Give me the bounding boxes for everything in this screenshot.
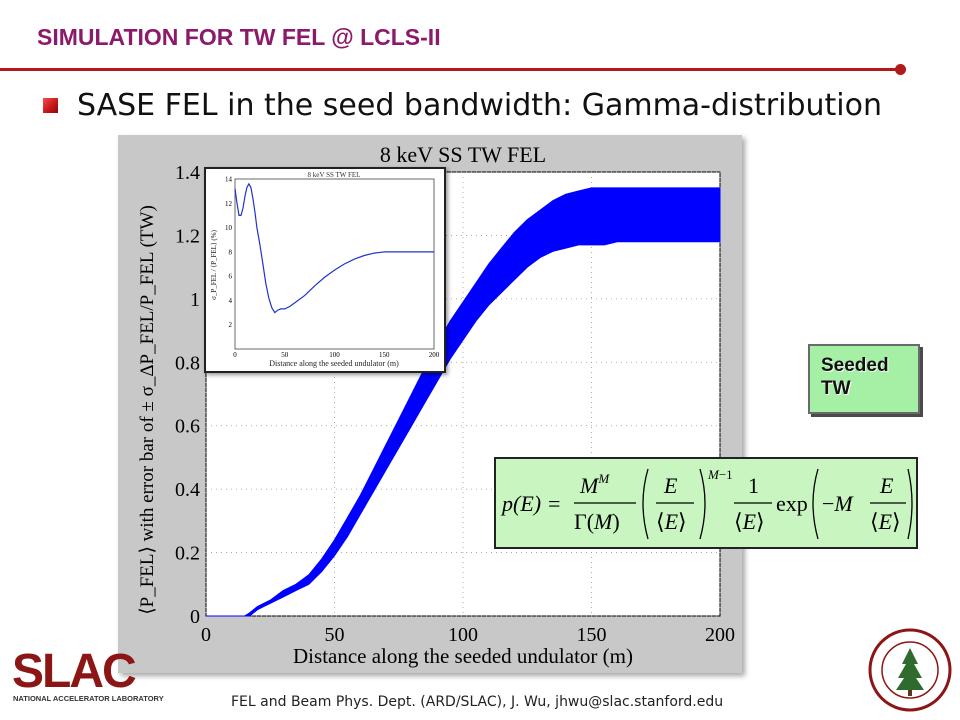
inset-x-tick-label: 200 bbox=[429, 351, 440, 359]
inset-y-tick-label: 6 bbox=[229, 273, 233, 281]
bullet-text: SASE FEL in the seed bandwidth: Gamma-di… bbox=[77, 88, 882, 123]
x-tick-label: 0 bbox=[201, 624, 211, 646]
inset-y-tick-label: 14 bbox=[225, 176, 233, 184]
svg-text:MM: MM bbox=[579, 471, 610, 498]
svg-text:−M: −M bbox=[822, 491, 854, 516]
x-tick-label: 50 bbox=[325, 624, 345, 646]
inset-x-tick-label: 50 bbox=[281, 351, 289, 359]
gamma-distribution-formula: p(E) = MM Γ(M) E ⟨E⟩ M−1 1 ⟨E⟩ exp −M E … bbox=[494, 457, 918, 549]
inset-y-tick-label: 2 bbox=[229, 321, 233, 329]
seal-tree-icon bbox=[896, 648, 924, 690]
y-tick-label: 0 bbox=[190, 606, 200, 628]
svg-text:M−1: M−1 bbox=[707, 467, 733, 482]
y-tick-label: 0.8 bbox=[175, 352, 200, 374]
inset-x-tick-label: 100 bbox=[329, 351, 340, 359]
bullet-square-icon bbox=[43, 98, 58, 113]
inset-y-axis-label: σ_P_FEL / ⟨P_FEL⟩ (%) bbox=[210, 229, 218, 300]
inset-y-tick-label: 10 bbox=[225, 224, 233, 232]
title-underline-end-dot bbox=[895, 64, 906, 75]
y-tick-label: 1.2 bbox=[175, 225, 200, 247]
inset-x-tick-label: 150 bbox=[379, 351, 390, 359]
inset-rms-fluctuation-line bbox=[234, 182, 434, 314]
inset-plot-area bbox=[234, 178, 435, 350]
formula-lhs: p(E) = bbox=[500, 491, 561, 516]
slide-title: SIMULATION FOR TW FEL @ LCLS-II bbox=[37, 24, 441, 50]
y-tick-label: 0.4 bbox=[175, 479, 200, 501]
footer-text: FEL and Beam Phys. Dept. (ARD/SLAC), J. … bbox=[231, 694, 724, 710]
inset-x-axis-label: Distance along the seeded undulator (m) bbox=[269, 359, 399, 368]
formula-svg: p(E) = MM Γ(M) E ⟨E⟩ M−1 1 ⟨E⟩ exp −M E … bbox=[500, 467, 913, 540]
badge-line-2: TW bbox=[821, 378, 851, 399]
y-tick-label: 0.2 bbox=[175, 543, 200, 565]
x-tick-label: 150 bbox=[577, 624, 607, 646]
x-axis-label: Distance along the seeded undulator (m) bbox=[293, 644, 633, 668]
inset-chart: 8 keV SS TW FEL Distance along the seede… bbox=[204, 167, 446, 373]
formula-exp: exp bbox=[776, 491, 808, 516]
svg-text:⟨E⟩: ⟨E⟩ bbox=[734, 509, 765, 534]
y-tick-label: 1 bbox=[190, 289, 200, 311]
svg-text:⟨E⟩: ⟨E⟩ bbox=[656, 509, 687, 534]
badge-line-1: Seeded bbox=[821, 355, 889, 376]
inset-y-tick-label: 12 bbox=[225, 200, 233, 208]
y-tick-label: 0.6 bbox=[175, 416, 200, 438]
x-tick-label: 100 bbox=[448, 624, 478, 646]
y-axis-label: ⟨P_FEL⟩ with error bar of ± σ_ΔP_FEL/P_F… bbox=[137, 205, 158, 615]
svg-text:⟨E⟩: ⟨E⟩ bbox=[870, 509, 901, 534]
svg-text:E: E bbox=[879, 473, 894, 498]
title-underline bbox=[0, 68, 902, 71]
inset-y-tick-label: 8 bbox=[229, 248, 233, 256]
slac-logo-subtext: NATIONAL ACCELERATOR LABORATORY bbox=[13, 694, 164, 703]
seeded-tw-badge: Seeded TW bbox=[808, 344, 920, 414]
inset-y-tick-label: 4 bbox=[229, 297, 233, 305]
x-tick-label: 200 bbox=[705, 624, 735, 646]
inset-title: 8 keV SS TW FEL bbox=[308, 171, 361, 179]
svg-text:1: 1 bbox=[748, 473, 759, 498]
inset-x-tick-label: 0 bbox=[233, 351, 237, 359]
power-error-band bbox=[206, 187, 721, 617]
chart-title: 8 keV SS TW FEL bbox=[380, 142, 546, 167]
y-tick-label: 1.4 bbox=[175, 162, 200, 184]
slac-logo-text: SLAC bbox=[12, 645, 136, 698]
svg-text:Γ(M): Γ(M) bbox=[574, 509, 620, 534]
inset-chart-svg: 8 keV SS TW FEL Distance along the seede… bbox=[210, 171, 440, 368]
stanford-seal bbox=[868, 628, 952, 712]
svg-text:E: E bbox=[663, 473, 678, 498]
slac-logo: SLAC NATIONAL ACCELERATOR LABORATORY bbox=[12, 645, 164, 703]
